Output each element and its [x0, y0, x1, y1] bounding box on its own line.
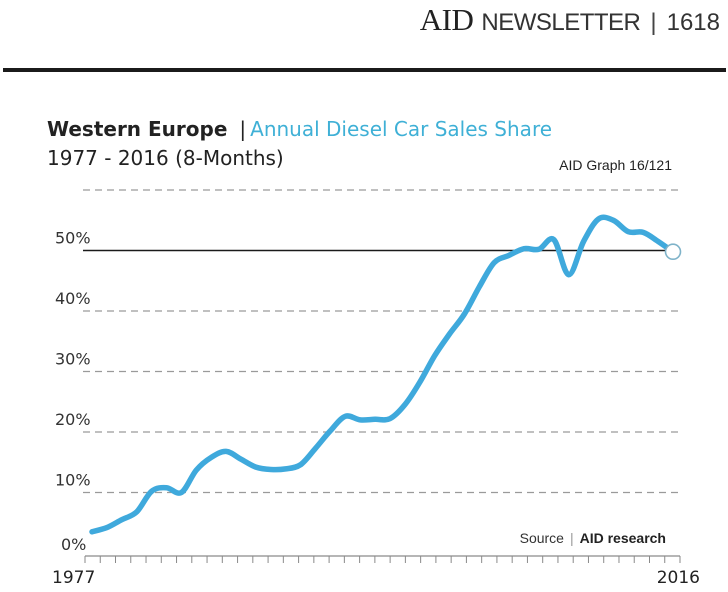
- graph-id: AID Graph 16/121: [559, 157, 672, 173]
- y-tick-label: 20%: [55, 410, 91, 429]
- series-line: [89, 214, 676, 535]
- chart-subtitle: Annual Diesel Car Sales Share: [250, 117, 553, 141]
- y-tick-label: 30%: [55, 350, 91, 369]
- publication-name: NEWSLETTER: [481, 9, 641, 36]
- x-tick-label-start: 1977: [52, 568, 95, 588]
- series-layer: [89, 214, 682, 535]
- source-note: Source | AID research: [520, 530, 666, 546]
- y-tick-label: 0%: [61, 535, 86, 554]
- source-separator: |: [569, 530, 574, 546]
- gridlines: [83, 189, 678, 494]
- chart-title-row: Western Europe | Annual Diesel Car Sales S…: [47, 117, 552, 141]
- source-label: Source: [519, 530, 564, 546]
- end-marker: [664, 243, 682, 261]
- chart-period: 1977 - 2016 (8-Months): [47, 146, 284, 170]
- title-separator: |: [239, 117, 247, 141]
- y-tick-label: 50%: [55, 229, 91, 248]
- y-tick-label: 10%: [55, 471, 91, 490]
- x-axis: [84, 555, 681, 563]
- brand-logo: AID: [419, 2, 474, 37]
- masthead: AID NEWSLETTER | 1618: [420, 2, 720, 38]
- chart-title: Western Europe: [47, 117, 228, 141]
- masthead-separator: |: [650, 9, 657, 36]
- x-tick-label-end: 2016: [657, 568, 700, 588]
- y-tick-label: 40%: [55, 289, 91, 308]
- y-axis-labels: 0% 10% 20% 30% 40% 50%: [55, 229, 91, 555]
- header-rule: [3, 68, 726, 72]
- source-name: AID research: [579, 530, 666, 546]
- issue-number: 1618: [666, 9, 720, 36]
